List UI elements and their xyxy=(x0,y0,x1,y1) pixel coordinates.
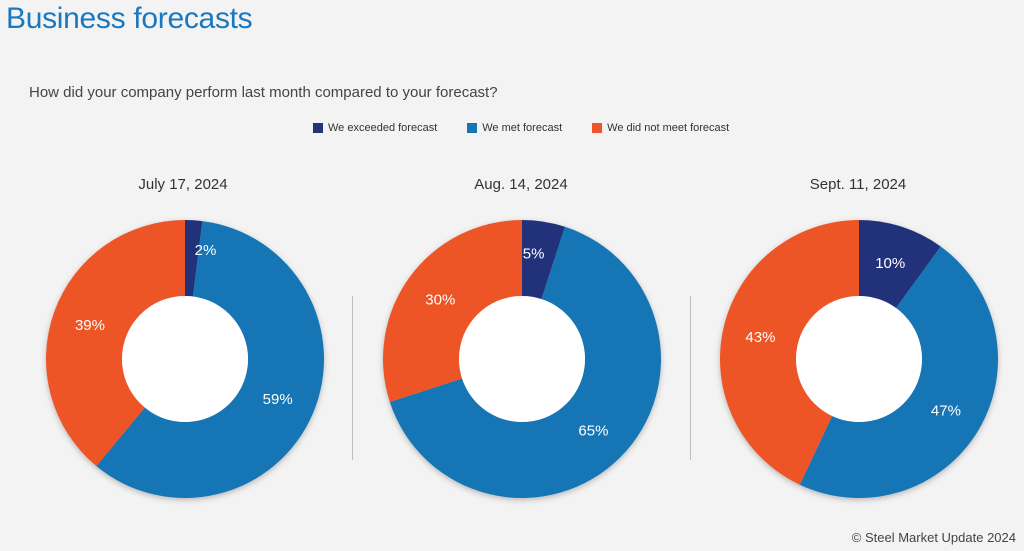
chart-title-july: July 17, 2024 xyxy=(138,176,228,193)
copyright: © Steel Market Update 2024 xyxy=(851,530,1016,545)
slice-exceeded xyxy=(185,220,203,297)
page-title: Business forecasts xyxy=(6,2,253,35)
donut-september xyxy=(720,220,999,498)
slice-not-met xyxy=(45,220,185,467)
slice-met xyxy=(96,221,324,498)
donut-hole xyxy=(459,296,585,422)
legend-swatch xyxy=(592,123,603,133)
slice-label-met: 59% xyxy=(263,391,293,408)
divider xyxy=(352,296,353,460)
donut-july xyxy=(45,220,324,498)
legend-item-not-met: We did not meet forecast xyxy=(592,122,729,134)
slice-exceeded xyxy=(859,220,941,309)
slice-exceeded xyxy=(522,220,565,300)
divider xyxy=(690,296,691,460)
legend-item-exceeded: We exceeded forecast xyxy=(313,122,437,134)
slice-label-exceeded: 5% xyxy=(523,246,545,263)
slice-met xyxy=(799,246,999,498)
legend-label: We did not meet forecast xyxy=(607,122,730,134)
slice-label-met: 65% xyxy=(578,422,608,439)
slice-label-met: 47% xyxy=(931,402,961,419)
legend-item-met: We met forecast xyxy=(467,122,562,134)
slice-met xyxy=(389,226,661,498)
chart-question: How did your company perform last month … xyxy=(29,84,498,101)
slice-label-not-met: 43% xyxy=(745,329,775,346)
donut-hole xyxy=(122,296,248,422)
slice-label-exceeded: 10% xyxy=(875,255,905,272)
donut-hole xyxy=(796,296,922,422)
legend: We exceeded forecast We met forecast We … xyxy=(313,122,729,134)
legend-swatch xyxy=(467,123,478,133)
slice-label-exceeded: 2% xyxy=(195,242,217,259)
chart-title-september: Sept. 11, 2024 xyxy=(809,176,907,193)
slice-not-met xyxy=(383,220,522,402)
chart-title-august: Aug. 14, 2024 xyxy=(474,176,568,193)
slice-label-not-met: 39% xyxy=(75,317,105,334)
slice-label-not-met: 30% xyxy=(425,292,455,309)
donut-august xyxy=(383,220,661,498)
legend-label: We met forecast xyxy=(482,122,563,134)
slice-not-met xyxy=(720,220,859,485)
legend-label: We exceeded forecast xyxy=(328,122,438,134)
legend-swatch xyxy=(313,123,323,133)
